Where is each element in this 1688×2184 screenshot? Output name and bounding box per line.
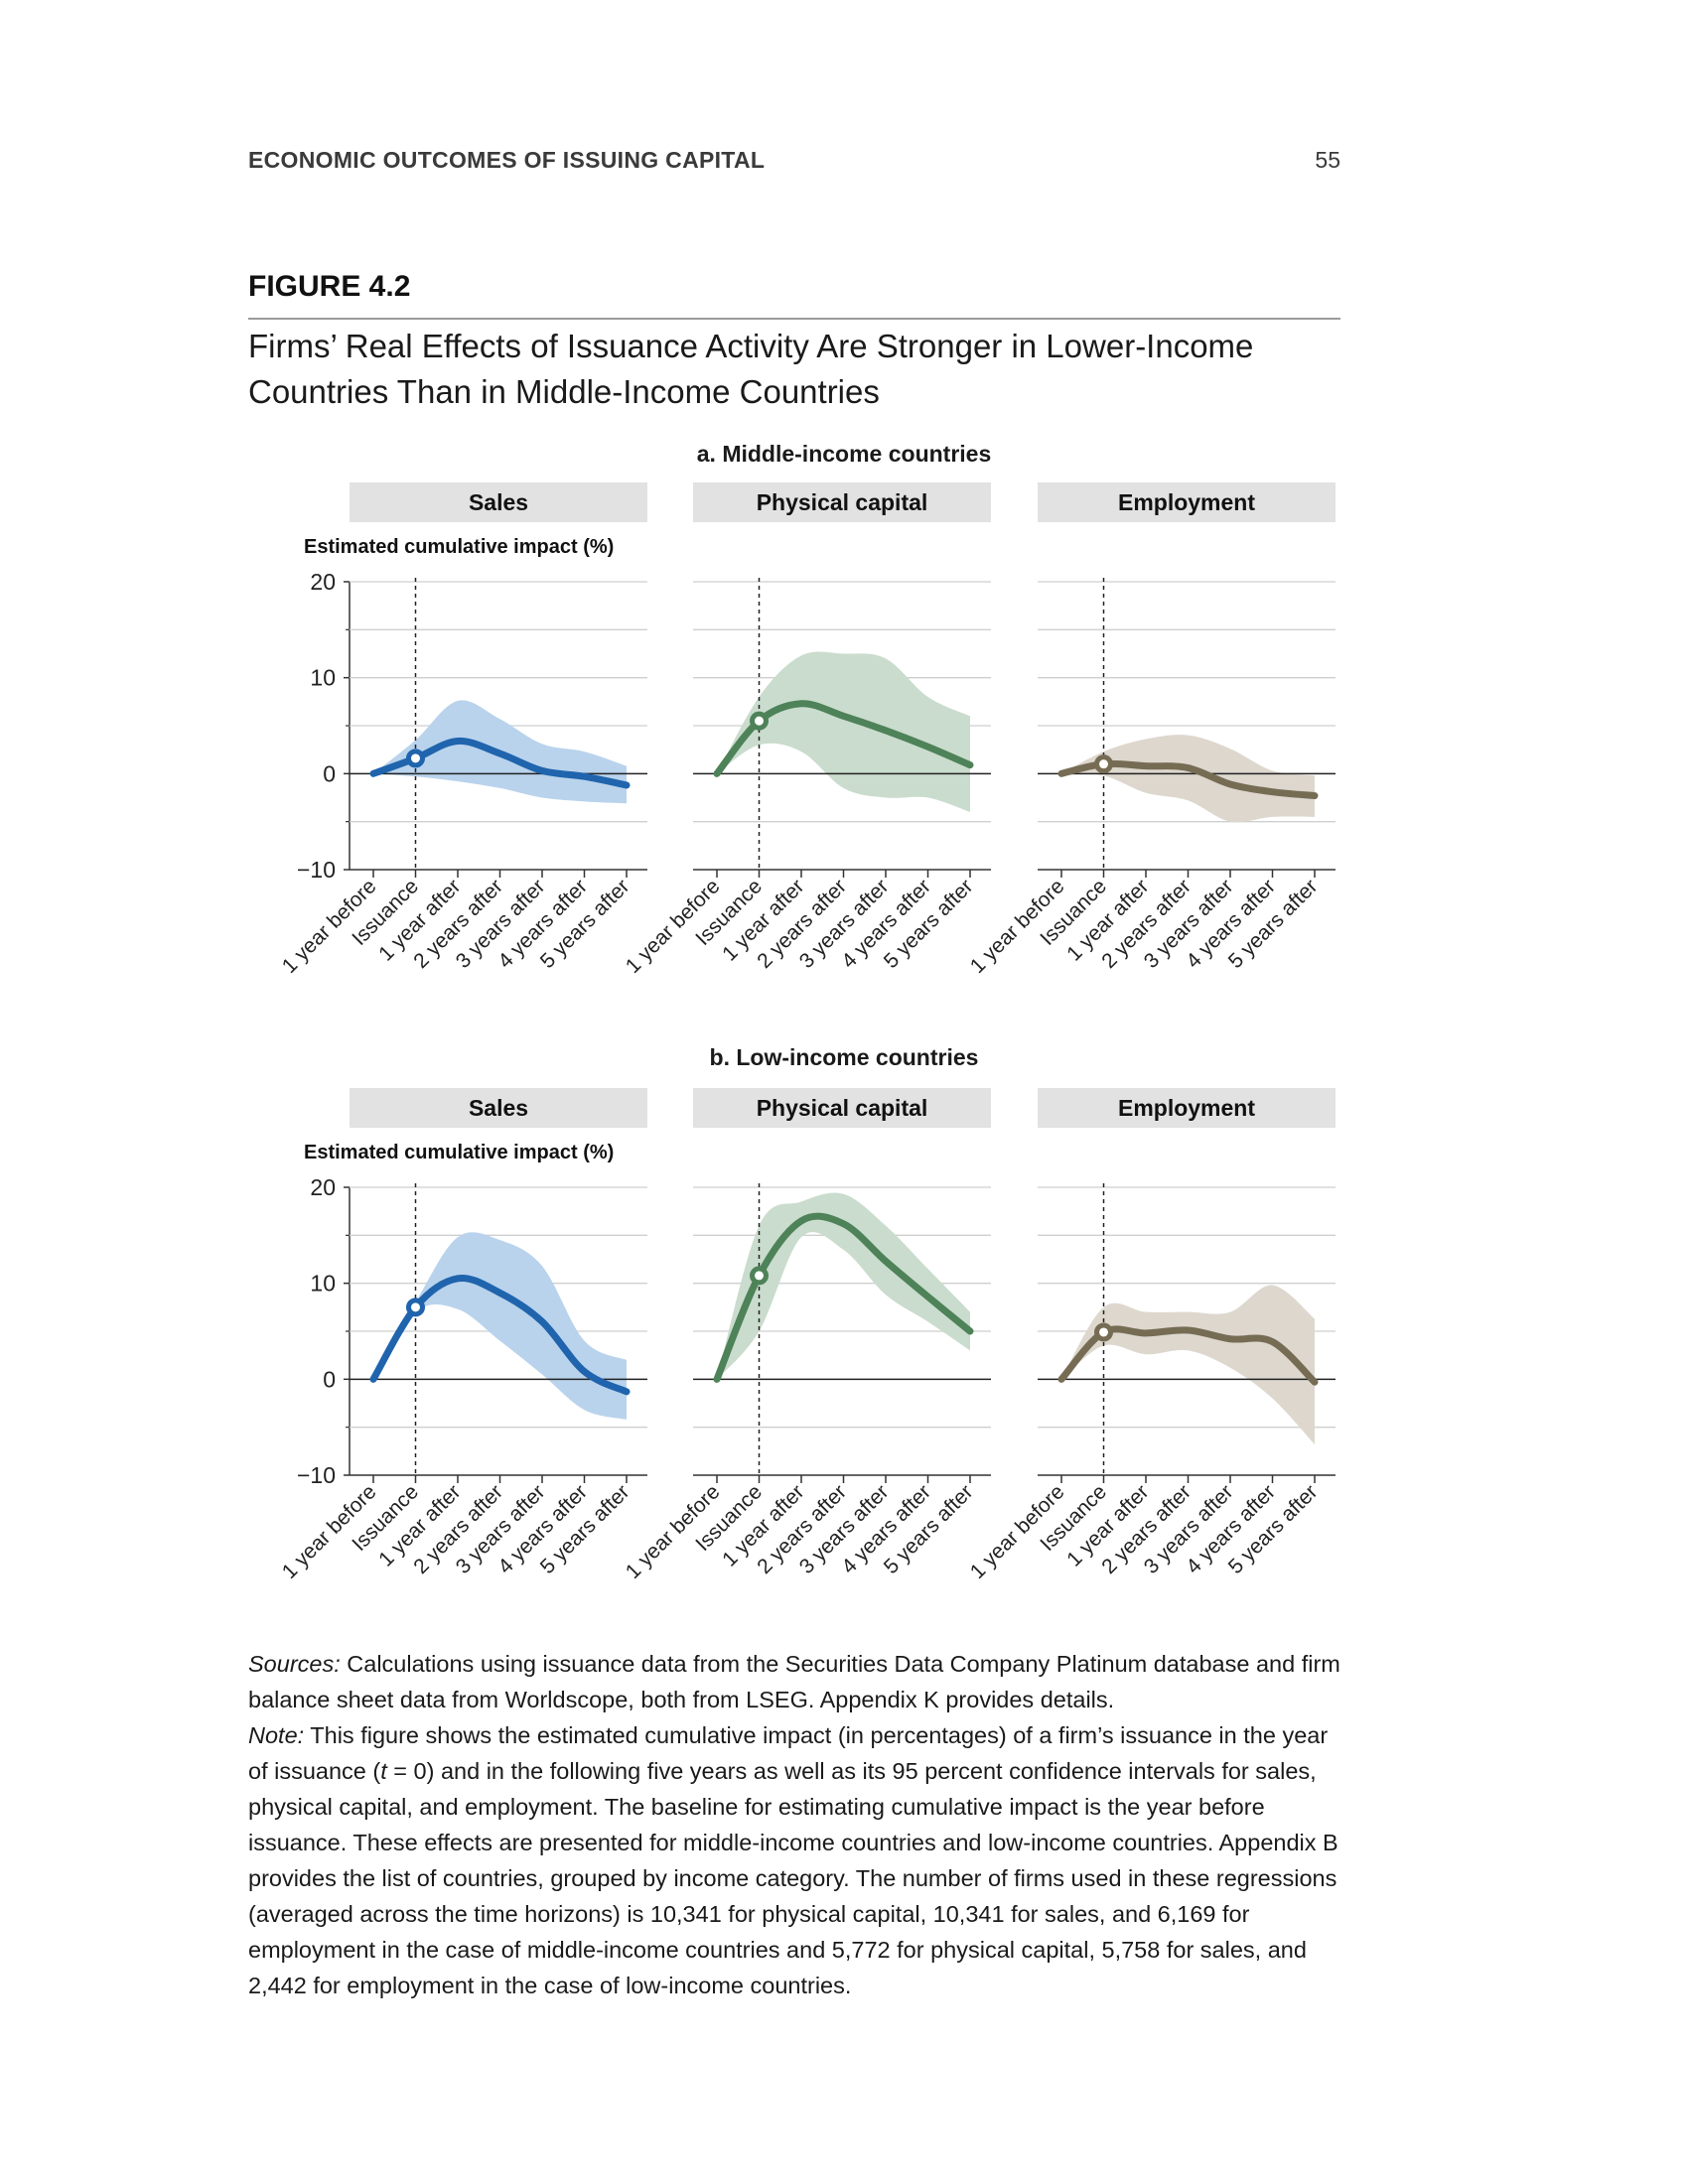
note-label: Note: [248, 1722, 305, 1748]
y-tick-label: 10 [310, 665, 336, 691]
note-text-1: This figure shows the estimated cumulati… [248, 1722, 1329, 1784]
facet-title-physical-capital: Physical capital [757, 1095, 928, 1121]
y-tick-label: 10 [310, 1271, 336, 1297]
sources-paragraph: Sources: Calculations using issuance dat… [248, 1646, 1350, 1717]
confidence-band-employment [1061, 735, 1315, 823]
y-axis-label: Estimated cumulative impact (%) [304, 1142, 614, 1163]
facet-title-physical-capital: Physical capital [757, 489, 928, 515]
issuance-point-physical-capital [750, 711, 769, 731]
y-axis-label: Estimated cumulative impact (%) [304, 536, 614, 558]
facet-title-sales: Sales [469, 489, 528, 515]
chart-panel-low-income: Estimated cumulative impact (%) 20 10 0 −10 S… [278, 1088, 1336, 1583]
issuance-point-sales [406, 1297, 425, 1317]
issuance-point-employment [1094, 754, 1113, 774]
facet-title-employment: Employment [1118, 489, 1255, 515]
y-tick-label: 0 [323, 760, 336, 786]
confidence-band-employment [1061, 1285, 1315, 1445]
facet-strip-physical-capital [693, 1088, 991, 1128]
facet-strip-sales [350, 1088, 647, 1128]
confidence-band-physical-capital [717, 651, 970, 812]
running-head: ECONOMIC OUTCOMES OF ISSUING CAPITAL [248, 147, 766, 173]
note-t-symbol: t [380, 1758, 387, 1784]
note-text-2: = 0) and in the following five years as … [248, 1758, 1338, 1998]
facet-strip-employment [1038, 1088, 1336, 1128]
figure-notes: Sources: Calculations using issuance dat… [248, 1646, 1350, 2003]
panel-title-low-income: b. Low-income countries [709, 1044, 979, 1070]
page-number: 55 [1315, 147, 1340, 173]
facet-strip-sales [350, 482, 647, 522]
facet-strip-employment [1038, 482, 1336, 522]
facet-title-sales: Sales [469, 1095, 528, 1121]
issuance-point-physical-capital [750, 1266, 769, 1286]
series-line-physical-capital [713, 1212, 974, 1383]
confidence-band-sales [373, 1232, 627, 1420]
issuance-point-sales [406, 749, 425, 768]
figure-label: FIGURE 4.2 [248, 270, 411, 303]
issuance-point-employment [1094, 1322, 1113, 1342]
figure-title: Firms’ Real Effects of Issuance Activity… [248, 328, 1254, 410]
y-tick-label: 20 [310, 569, 336, 595]
facet-title-employment: Employment [1118, 1095, 1255, 1121]
y-tick-label: −10 [297, 1462, 336, 1488]
y-tick-label: 20 [310, 1174, 336, 1200]
y-tick-label: 0 [323, 1366, 336, 1392]
figure-divider [248, 318, 1340, 320]
chart-panel-middle-income: Estimated cumulative impact (%) 20 10 0 −10 S… [278, 482, 1336, 978]
sources-label: Sources: [248, 1651, 341, 1677]
y-tick-label: −10 [297, 857, 336, 883]
panel-title-middle-income: a. Middle-income countries [696, 441, 992, 467]
facet-strip-physical-capital [693, 482, 991, 522]
note-paragraph: Note: This figure shows the estimated cu… [248, 1717, 1350, 2003]
sources-text: Calculations using issuance data from th… [248, 1651, 1340, 1712]
